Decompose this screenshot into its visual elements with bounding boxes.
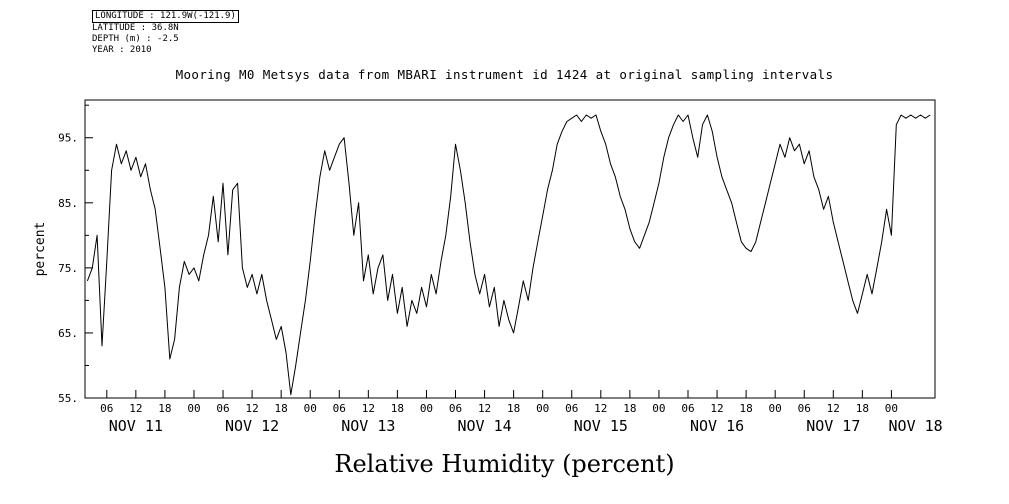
metadata-longitude: LONGITUDE : 121.9W(-121.9) xyxy=(92,10,239,23)
x-axis-title: Relative Humidity (percent) xyxy=(334,450,675,478)
humidity-line xyxy=(86,114,931,396)
x-tick-label: 12 xyxy=(827,402,840,415)
x-tick-label: 06 xyxy=(681,402,694,415)
x-tick-label: 18 xyxy=(856,402,869,415)
y-tick-label: 85. xyxy=(58,197,78,210)
x-tick-label: 12 xyxy=(245,402,258,415)
metadata-year: YEAR : 2010 xyxy=(92,45,152,55)
x-tick-label: 06 xyxy=(100,402,113,415)
y-axis-label: percent xyxy=(33,222,48,277)
day-label: NOV 14 xyxy=(457,417,511,435)
plot-title: Mooring M0 Metsys data from MBARI instru… xyxy=(175,67,834,82)
x-tick-label: 12 xyxy=(362,402,375,415)
x-tick-label: 00 xyxy=(187,402,200,415)
plot-frame xyxy=(84,99,936,399)
day-label: NOV 16 xyxy=(690,417,744,435)
x-tick-label: 18 xyxy=(739,402,752,415)
x-tick-label: 00 xyxy=(420,402,433,415)
x-tick-label: 00 xyxy=(885,402,898,415)
x-tick-label: 00 xyxy=(652,402,665,415)
x-tick-label: 18 xyxy=(623,402,636,415)
day-label: NOV 13 xyxy=(341,417,395,435)
x-tick-label: 18 xyxy=(158,402,171,415)
x-tick-label: 12 xyxy=(129,402,142,415)
x-tick-label: 12 xyxy=(478,402,491,415)
x-tick-label: 00 xyxy=(769,402,782,415)
x-tick-label: 06 xyxy=(449,402,462,415)
x-tick-label: 18 xyxy=(275,402,288,415)
x-tick-label: 00 xyxy=(536,402,549,415)
day-label: NOV 18 xyxy=(889,417,943,435)
y-tick-label: 75. xyxy=(58,262,78,275)
x-tick-label: 18 xyxy=(391,402,404,415)
metadata-depth: DEPTH (m) : -2.5 xyxy=(92,34,179,44)
x-tick-label: 06 xyxy=(333,402,346,415)
x-tick-label: 12 xyxy=(594,402,607,415)
x-tick-label: 06 xyxy=(798,402,811,415)
x-tick-label: 06 xyxy=(216,402,229,415)
y-tick-label: 95. xyxy=(58,132,78,145)
metadata-latitude: LATITUDE : 36.8N xyxy=(92,23,179,33)
metadata-block: LONGITUDE : 121.9W(-121.9) LATITUDE : 36… xyxy=(92,10,239,56)
x-tick-label: 00 xyxy=(304,402,317,415)
x-tick-label: 06 xyxy=(565,402,578,415)
day-label: NOV 11 xyxy=(109,417,163,435)
x-tick-label: 18 xyxy=(507,402,520,415)
day-label: NOV 15 xyxy=(574,417,628,435)
y-tick-label: 65. xyxy=(58,327,78,340)
x-tick-label: 12 xyxy=(710,402,723,415)
day-label: NOV 12 xyxy=(225,417,279,435)
day-label: NOV 17 xyxy=(806,417,860,435)
y-tick-label: 55. xyxy=(58,392,78,405)
